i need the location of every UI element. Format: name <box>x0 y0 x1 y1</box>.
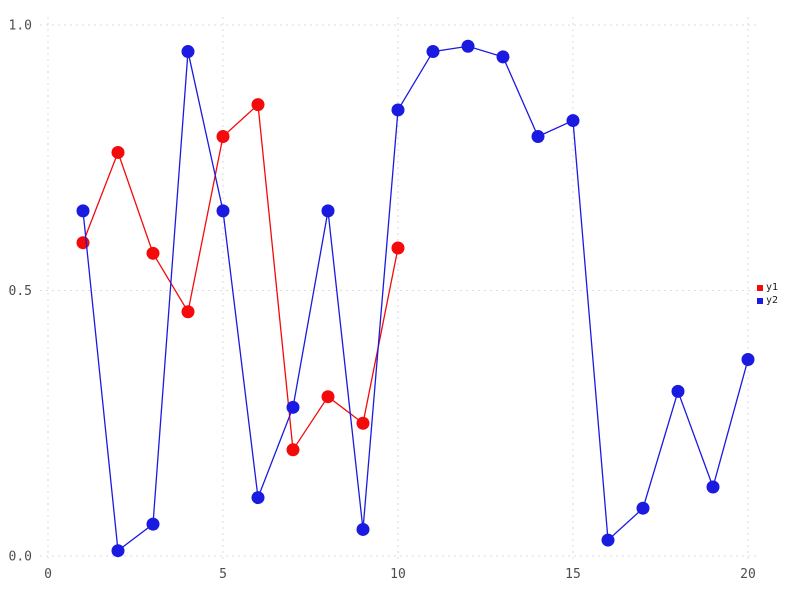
y1-point-3 <box>146 246 160 260</box>
legend: y1 y2 <box>757 282 778 306</box>
y1-point-2 <box>111 145 125 159</box>
y2-line <box>82 45 749 552</box>
y2-point-13 <box>496 50 510 64</box>
y2-point-12 <box>461 39 475 53</box>
y1-point-4 <box>181 305 195 319</box>
y2-point-3 <box>146 517 160 531</box>
y2-point-19 <box>706 480 720 494</box>
y1-line <box>82 103 399 452</box>
legend-label-y1: y1 <box>766 282 779 293</box>
x-tick-label-15: 15 <box>565 567 581 582</box>
y2-point-18 <box>671 384 685 398</box>
legend-swatch-y1 <box>757 284 763 291</box>
y1-point-7 <box>286 443 300 457</box>
y1-point-5 <box>216 130 230 144</box>
y-tick-label-0.5: 0.5 <box>9 284 32 299</box>
legend-item-y2: y2 <box>757 295 778 306</box>
legend-swatch-y2 <box>757 297 763 304</box>
y2-point-16 <box>601 533 615 547</box>
y-tick-label-0.0: 0.0 <box>9 550 32 565</box>
x-tick-label-0: 0 <box>44 567 52 582</box>
y2-point-14 <box>531 130 545 144</box>
y1-point-6 <box>251 98 265 112</box>
y2-point-20 <box>741 353 755 367</box>
y2-point-9 <box>356 522 370 536</box>
x-tick-label-10: 10 <box>390 567 406 582</box>
y1-point-8 <box>321 390 335 404</box>
y1-point-10 <box>391 241 405 255</box>
y2-point-4 <box>181 45 195 59</box>
x-tick-label-20: 20 <box>740 567 756 582</box>
y2-point-15 <box>566 114 580 128</box>
y2-point-5 <box>216 204 230 218</box>
legend-label-y2: y2 <box>766 295 779 306</box>
y1-point-9 <box>356 416 370 430</box>
y2-point-11 <box>426 45 440 59</box>
x-tick-label-5: 5 <box>219 567 227 582</box>
y1-point-1 <box>76 236 90 250</box>
y2-point-7 <box>286 400 300 414</box>
y2-point-6 <box>251 491 265 505</box>
y2-point-1 <box>76 204 90 218</box>
y2-point-10 <box>391 103 405 117</box>
legend-item-y1: y1 <box>757 282 778 293</box>
y-tick-label-1.0: 1.0 <box>9 19 32 34</box>
y2-point-17 <box>636 501 650 515</box>
y2-point-2 <box>111 544 125 558</box>
y2-point-8 <box>321 204 335 218</box>
